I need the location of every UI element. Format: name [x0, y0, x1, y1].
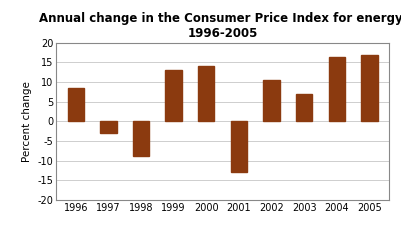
Bar [263, 80, 279, 121]
Bar [296, 94, 312, 121]
Bar [328, 57, 345, 121]
Bar [67, 88, 84, 121]
Bar [231, 121, 247, 172]
Y-axis label: Percent change: Percent change [22, 81, 32, 162]
Bar [100, 121, 117, 133]
Bar [361, 55, 378, 121]
Title: Annual change in the Consumer Price Index for energy,
1996-2005: Annual change in the Consumer Price Inde… [39, 12, 401, 40]
Bar [166, 70, 182, 121]
Bar [198, 66, 215, 121]
Bar [133, 121, 149, 156]
